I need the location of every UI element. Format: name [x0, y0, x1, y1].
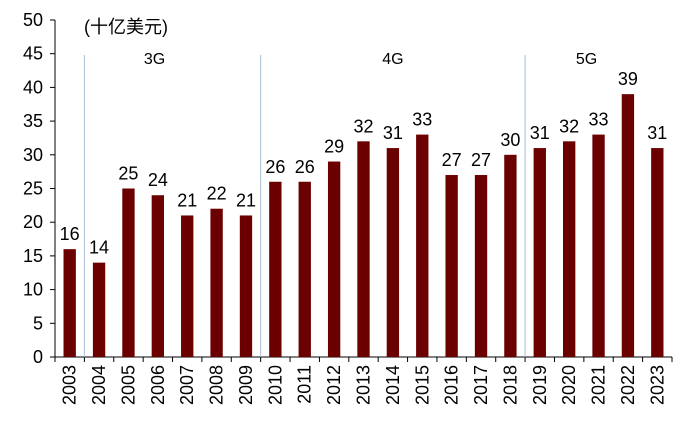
bar-value-label: 32: [559, 116, 579, 136]
y-tick-label: 20: [23, 212, 43, 232]
bar: [122, 188, 135, 357]
bar: [239, 215, 253, 357]
x-tick-label: 2022: [618, 365, 638, 405]
bar-value-label: 27: [442, 150, 462, 170]
bar-value-label: 31: [647, 123, 667, 143]
bar: [298, 181, 311, 357]
bar: [386, 148, 400, 357]
x-tick-label: 2019: [530, 365, 550, 405]
bar-value-label: 22: [207, 184, 227, 204]
y-tick-label: 5: [33, 313, 43, 333]
y-tick-label: 15: [23, 246, 43, 266]
bar-value-label: 27: [471, 150, 491, 170]
bar-value-label: 26: [265, 157, 285, 177]
bar-value-label: 30: [500, 130, 520, 150]
bar-value-label: 25: [118, 164, 138, 184]
x-tick-label: 2011: [295, 365, 315, 404]
y-tick-label: 25: [23, 179, 43, 199]
bar: [621, 94, 635, 357]
bar: [416, 134, 429, 357]
bar: [445, 175, 458, 357]
bar-value-label: 33: [412, 110, 432, 130]
y-tick-label: 45: [23, 44, 43, 64]
bar-value-label: 39: [618, 69, 638, 89]
bar: [504, 154, 517, 357]
x-tick-label: 2015: [412, 365, 432, 405]
y-tick-label: 30: [23, 145, 43, 165]
bar-value-label: 31: [383, 123, 403, 143]
x-tick-label: 2006: [148, 365, 168, 405]
bar-value-label: 29: [324, 137, 344, 157]
x-axis: 2003 2004 2005 2006 2007 2008 2009 2010 2011 2012…: [54, 356, 673, 405]
x-tick-label: 2020: [559, 365, 579, 405]
bar-value-label: 21: [177, 190, 197, 210]
x-tick-label: 2010: [265, 365, 285, 405]
y-tick-label: 40: [23, 77, 43, 97]
x-tick-label: 2005: [118, 365, 138, 405]
x-tick-label: 2016: [442, 365, 462, 405]
bars: [63, 94, 664, 357]
bar: [562, 141, 576, 357]
bar: [474, 175, 488, 357]
bar-value-label: 24: [148, 170, 168, 190]
x-tick-label: 2014: [383, 365, 403, 405]
bar-value-label: 26: [295, 157, 315, 177]
x-tick-label: 2013: [354, 365, 374, 405]
x-tick-label: 2007: [177, 365, 197, 405]
x-tick-label: 2008: [207, 365, 227, 405]
bar-labels: 16 14 25 24 21 22 21 26 26 29 32 31 33 27 27 30 31 32 33 39…: [60, 69, 668, 258]
y-tick-label: 50: [23, 10, 43, 30]
era-labels: 3G 4G 5G: [144, 51, 597, 68]
y-axis: 0 5 10 15 20 25 30 35 40 45 50: [23, 10, 56, 367]
x-tick-label: 2023: [647, 365, 667, 405]
bar: [357, 141, 370, 357]
bar-value-label: 16: [60, 224, 80, 244]
y-tick-label: 0: [33, 347, 43, 367]
bar-value-label: 31: [530, 123, 550, 143]
bar: [327, 161, 341, 357]
bar: [210, 208, 223, 357]
bar: [63, 249, 76, 357]
unit-label: (十亿美元): [84, 17, 168, 37]
bar: [651, 148, 664, 357]
era-label: 3G: [144, 51, 165, 68]
x-tick-label: 2012: [324, 365, 344, 405]
x-tick-label: 2017: [471, 365, 491, 405]
bar-value-label: 14: [89, 238, 109, 258]
x-tick-label: 2018: [500, 365, 520, 405]
era-separators: [83, 55, 526, 357]
bar: [181, 215, 194, 357]
bar: [533, 148, 546, 357]
y-tick-label: 35: [23, 111, 43, 131]
bar-value-label: 32: [353, 116, 373, 136]
x-tick-label: 2004: [89, 365, 109, 405]
era-label: 5G: [576, 51, 597, 68]
x-tick-label: 2003: [60, 365, 80, 405]
y-tick-label: 10: [23, 280, 43, 300]
x-tick-label: 2009: [236, 365, 256, 405]
bar: [592, 134, 605, 357]
bar-value-label: 33: [589, 110, 609, 130]
bar: [151, 195, 165, 357]
bar-value-label: 21: [236, 190, 256, 210]
x-tick-label: 2021: [589, 365, 609, 405]
bar: [92, 262, 106, 357]
bar: [269, 181, 282, 357]
era-label: 4G: [382, 51, 403, 68]
